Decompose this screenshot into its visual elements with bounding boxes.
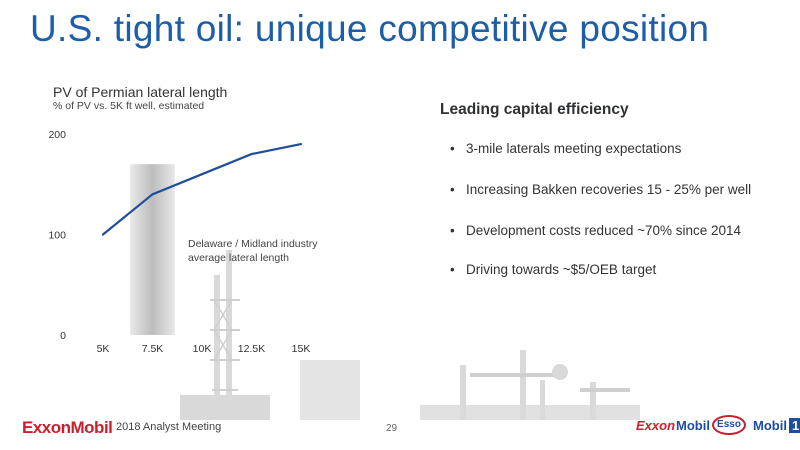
y-tick-label: 0 — [60, 330, 66, 342]
mobil-logo: Mobil — [676, 418, 710, 433]
highlight-band — [130, 164, 175, 335]
x-tick-label: 7.5K — [142, 343, 164, 355]
bullet-dot: • — [450, 141, 455, 156]
meeting-label: 2018 Analyst Meeting — [116, 421, 222, 433]
data-point — [101, 233, 105, 236]
esso-logo: Esso — [712, 415, 746, 435]
chart-title: PV of Permian lateral length — [53, 84, 228, 100]
bullet-text: Development costs reduced ~70% since 201… — [466, 223, 742, 238]
x-tick-label: 5K — [97, 343, 110, 355]
band-annotation-line2: average lateral length — [188, 252, 289, 264]
exxon-logo: Exxon — [636, 418, 676, 433]
y-tick-label: 100 — [48, 230, 66, 242]
oil-rig-watermark — [180, 250, 640, 420]
y-tick-label: 200 — [48, 129, 66, 141]
bullet-text: 3-mile laterals meeting expectations — [466, 141, 682, 156]
x-tick-label: 12.5K — [238, 343, 265, 355]
band-annotation-line1: Delaware / Midland industry — [188, 238, 318, 250]
data-point — [200, 173, 204, 176]
slide-title: U.S. tight oil: unique competitive posit… — [30, 8, 710, 49]
x-tick-label: 15K — [292, 343, 311, 355]
exxonmobil-logo: ExxonMobil — [22, 418, 113, 437]
chart-subtitle: % of PV vs. 5K ft well, estimated — [53, 100, 205, 112]
bullet-text: Increasing Bakken recoveries 15 - 25% pe… — [466, 182, 752, 197]
x-tick-label: 10K — [193, 343, 212, 355]
mobil1-number: 1 — [788, 418, 800, 433]
band-annotation: Delaware / Midland industry average late… — [188, 237, 318, 265]
mobil1-logo: Mobil 1 — [753, 418, 800, 433]
data-point — [151, 193, 154, 196]
bullet-dot: • — [450, 262, 455, 277]
data-point — [250, 153, 253, 156]
page-number: 29 — [386, 423, 398, 434]
bullet-dot: • — [450, 223, 455, 238]
mobil1-text: Mobil — [753, 418, 787, 433]
data-point — [299, 142, 303, 146]
bullet-text: Driving towards ~$5/OEB target — [466, 262, 657, 277]
right-panel-heading: Leading capital efficiency — [440, 101, 629, 118]
bullet-dot: • — [450, 182, 455, 197]
